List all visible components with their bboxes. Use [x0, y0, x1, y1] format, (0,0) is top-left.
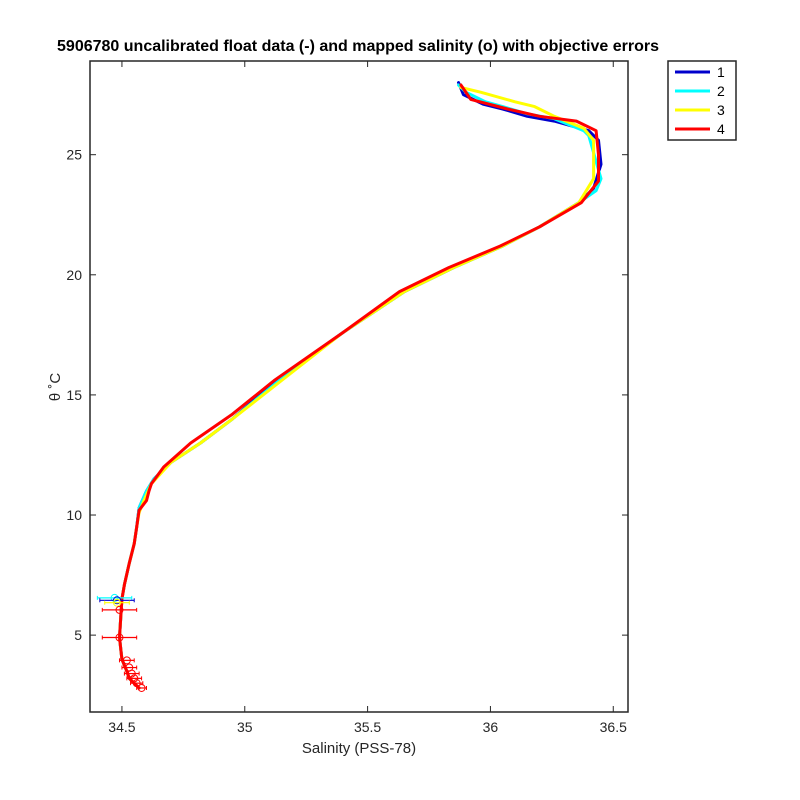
legend-box	[667, 60, 737, 141]
mapped-salinity-marker	[115, 633, 124, 642]
legend-label-3: 3	[717, 102, 725, 118]
y-tick-label: 25	[66, 147, 82, 163]
y-tick-label: 5	[74, 627, 82, 643]
x-tick-label: 35	[237, 719, 253, 735]
plot-frame	[89, 60, 629, 713]
mapped-salinity-marker	[122, 656, 131, 665]
mapped-salinity-marker	[113, 596, 122, 605]
legend-label-4: 4	[717, 121, 725, 137]
x-tick-label: 36.5	[600, 719, 627, 735]
y-tick-label: 20	[66, 267, 82, 283]
legend: 1 2 3 4	[667, 60, 737, 141]
mapped-salinity-marker	[130, 674, 139, 683]
plot-area: 34.5 35 35.5 36 36.5 5 10 15 20 25	[66, 60, 629, 735]
series-line-4	[118, 83, 600, 690]
axis-ticks: 34.5 35 35.5 36 36.5 5 10 15 20 25	[66, 61, 628, 735]
x-axis-label: Salinity (PSS-78)	[302, 740, 416, 757]
x-tick-label: 36	[483, 719, 499, 735]
legend-label-2: 2	[717, 83, 725, 99]
mapped-salinity-marker	[137, 683, 146, 692]
y-axis-label: θ ˚C	[47, 373, 64, 402]
chart-title: 5906780 uncalibrated float data (-) and …	[57, 38, 659, 55]
mapped-salinity-marker	[127, 669, 136, 678]
y-tick-label: 10	[66, 507, 82, 523]
y-tick-label: 15	[66, 387, 82, 403]
legend-label-1: 1	[717, 64, 725, 80]
mapped-salinity-marker	[115, 605, 124, 614]
mapped-salinity-marker	[110, 593, 119, 602]
mapped-salinity-marker	[113, 598, 122, 607]
series-lines	[118, 81, 603, 690]
x-tick-label: 35.5	[354, 719, 381, 735]
x-tick-label: 34.5	[108, 719, 135, 735]
mapped-salinity-markers	[96, 593, 148, 692]
